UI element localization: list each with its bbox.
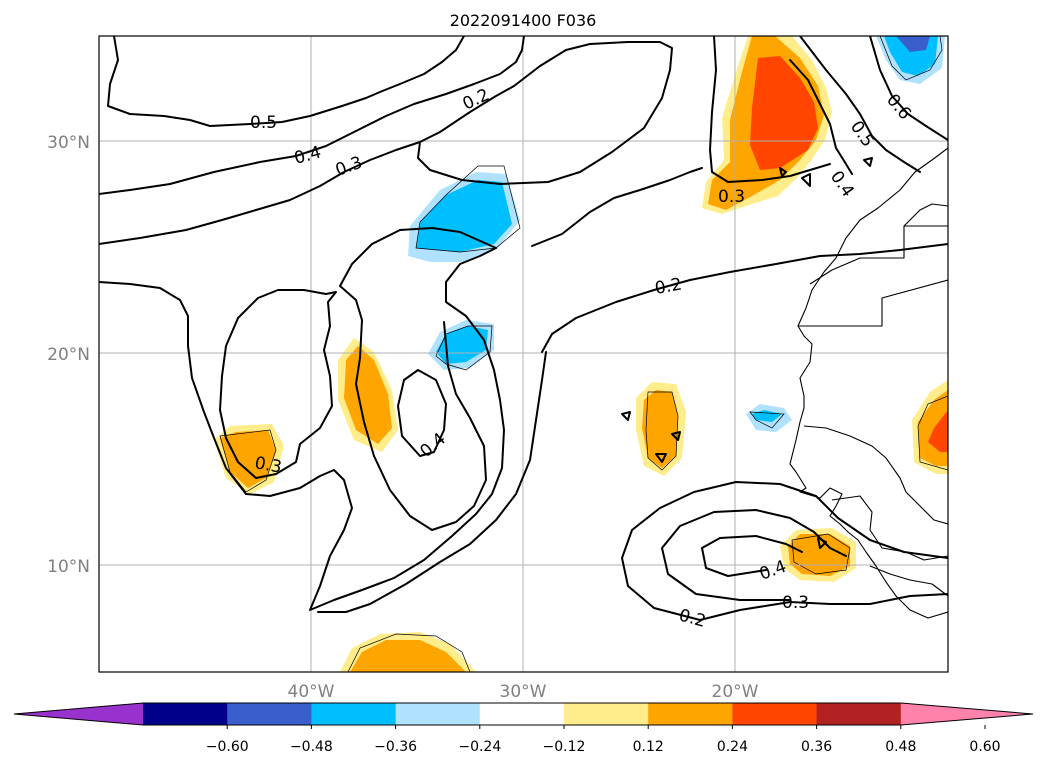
border-mauritania-north [798,279,948,327]
contour-0.2-north-loop [417,41,673,185]
colorbar-tick-label: −0.60 [206,739,249,755]
colorbar-segment [311,703,397,725]
outline-bottom [347,633,471,672]
contour-0.4-ne-coast [789,59,853,175]
lon-label-40w: 40°W [288,682,335,702]
contour-small-2 [801,173,811,187]
lat-label-10n: 10°N [47,557,90,577]
outline-southeast [791,533,851,575]
colorbar-tick-label: 0.36 [801,739,832,755]
shade-orange-central [344,346,392,444]
outline-top-right [879,36,943,81]
colorbar: −0.60 −0.48 −0.36 −0.24 −0.12 0.12 0.24 0.36 0.4… [13,702,1034,755]
colorbar-segment [227,703,312,725]
outline-blue-central [435,325,493,371]
contour-0.2-west-big [99,247,505,611]
shade-skyblue-north [416,180,512,252]
contour-0.4-central-loop [397,369,447,457]
colorbar-tick-label: −0.12 [543,739,586,755]
contour-0.2-mid-left [317,351,547,613]
outline-blue-cv [749,411,785,429]
shade-outlines [219,36,948,672]
border-guinea [831,495,948,561]
contour-label: 0.3 [782,593,809,613]
shade-orange-east [642,390,678,468]
colorbar-extend-high [900,703,1033,725]
contour-small-5 [671,431,681,441]
contour-label: 0.5 [250,113,277,133]
shaded-fields [214,36,948,672]
contour-lines [99,36,948,621]
border-mali-south [905,491,948,525]
lat-label-20n: 20°N [47,345,90,365]
colorbar-segment [648,703,733,725]
contour-0.2-southern-ring [621,481,948,621]
figure-title: 2022091400 F036 [450,11,597,30]
outline-blue-north [415,165,521,253]
contour-label: 0.3 [718,187,745,207]
colorbar-segment [479,703,565,725]
contour-0.6-ne [869,36,948,141]
shade-skyblue-central [436,326,488,364]
shade-red-right-edge [928,410,948,452]
contour-0.4-southern-ring [701,535,803,577]
contour-small-1 [779,167,787,177]
shade-orange-west [220,430,276,488]
contour-0.5-nw [107,36,465,127]
map-area: 0.5 0.4 0.3 0.2 0.2 0.3 0.4 0.3 0.4 0.2 … [98,35,949,673]
shade-orange-bottom [350,640,466,672]
border-senegal-river [803,425,907,493]
colorbar-segment [564,703,649,725]
contour-0.2-south-east [541,243,948,353]
shade-skyblue-cv [752,410,782,422]
lon-label-30w: 30°W [500,682,547,702]
contour-small-4 [621,411,631,421]
colorbar-outline [13,702,1034,726]
longitude-labels: 40°W 30°W 20°W [288,682,759,702]
colorbar-tick-label: 0.12 [633,739,664,755]
contour-0.2-south-edge [699,593,948,621]
border-western-sahara [809,225,948,285]
contour-0.3-ne [709,36,831,183]
coastlines [789,147,948,619]
contour-small-7 [817,537,827,549]
contour-label: 0.2 [653,275,683,299]
lat-label-30n: 30°N [47,133,90,153]
outline-orange-east [645,391,679,471]
contour-0.4-north [99,36,525,195]
gridlines [99,36,948,672]
colorbar-tick-label: 0.24 [717,739,748,755]
colorbar-tick-label: 0.48 [885,739,916,755]
contour-0.2-inner [339,227,497,531]
contour-0.3-southern-ring [661,509,847,601]
lon-label-20w: 20°W [712,682,759,702]
contour-small-3 [863,157,873,167]
coastline-africa [789,147,948,619]
latitude-labels: 30°N 20°N 10°N [47,133,90,577]
colorbar-tick-label: −0.36 [374,739,417,755]
colorbar-tick-label: −0.24 [458,739,501,755]
contour-0.2-east [531,167,703,247]
colorbar-tick-label: −0.48 [290,739,333,755]
colorbar-segment [395,703,481,725]
contour-0.3-north [99,141,421,245]
colorbar-segment [143,703,228,725]
contour-0.3-west-loop [219,289,337,479]
border-morocco [903,203,948,227]
colorbar-segment [816,703,902,725]
map-frame [98,35,949,673]
colorbar-segment [732,703,818,725]
colorbar-extend-low [14,703,143,725]
contour-label: 0.3 [253,453,283,477]
contour-small-6 [655,453,667,463]
contour-0.5-ne [799,36,921,173]
outline-right-edge [917,395,948,471]
colorbar-tick-label: 0.60 [969,739,1000,755]
shade-royalblue-top-right [896,36,930,52]
border-sierra-leone [869,565,948,597]
